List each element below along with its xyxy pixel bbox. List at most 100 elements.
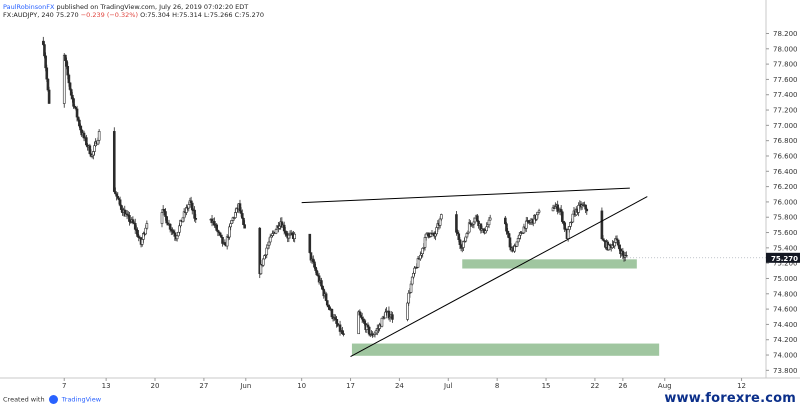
candle-body <box>315 270 319 276</box>
x-tick-label: 7 <box>62 382 66 390</box>
price-axis[interactable]: 78.200 78.000 77.800 77.600 77.400 77.200 77.0… <box>766 30 798 375</box>
candle-body <box>517 234 521 239</box>
y-tick-label: 77.000 <box>773 122 798 130</box>
candle-body <box>243 224 246 229</box>
candle-body <box>175 235 179 240</box>
candle-body <box>240 213 244 219</box>
y-tick-label: 75.600 <box>773 229 798 237</box>
candle-body <box>88 145 92 155</box>
candle-body <box>484 230 487 234</box>
candle-body <box>268 236 272 243</box>
candle-body <box>600 210 604 240</box>
support-trendline <box>350 196 648 358</box>
y-tick-label: 77.600 <box>773 76 798 84</box>
candle-body <box>67 74 71 84</box>
candle-body <box>140 239 144 245</box>
candle-body <box>563 222 566 230</box>
y-tick-label: 77.800 <box>773 61 798 69</box>
candle-body <box>92 151 95 156</box>
y-tick-label: 73.800 <box>773 367 798 375</box>
trendlines <box>301 187 648 358</box>
candle-body <box>559 209 563 213</box>
author-link[interactable]: PaulRobinsonFX <box>3 3 55 11</box>
candle-body <box>367 326 371 335</box>
y-tick-label: 75.200 <box>773 260 798 268</box>
x-tick-label: 26 <box>618 382 627 390</box>
y-tick-label: 74.200 <box>773 336 798 344</box>
candle-body <box>190 202 194 211</box>
candle-body <box>215 224 218 231</box>
candle-body <box>362 318 365 322</box>
candle-body <box>112 131 116 192</box>
candle-body <box>164 211 167 217</box>
x-tick-label: 15 <box>542 382 551 390</box>
tradingview-brand[interactable]: TradingView <box>61 395 102 404</box>
candle-body <box>41 40 45 45</box>
x-tick-label: Jun <box>239 382 251 390</box>
x-tick-label: 12 <box>737 382 746 390</box>
ohlc-values: O:75.304 H:75.314 L:75.266 C:75.270 <box>140 11 265 19</box>
candle-body <box>287 234 291 239</box>
candle-body <box>504 217 507 225</box>
candle-body <box>44 55 47 69</box>
candle-body <box>524 220 528 229</box>
candle-body <box>47 89 51 104</box>
candle-body <box>409 283 413 293</box>
candle-body <box>274 229 278 234</box>
candle-body <box>487 219 491 226</box>
y-tick-label: 75.000 <box>773 275 798 283</box>
candle-body <box>476 215 479 222</box>
candle-body <box>131 219 135 224</box>
x-tick-label: Jul <box>443 382 453 390</box>
candle-body <box>458 239 462 245</box>
candle-body <box>145 223 149 229</box>
candle-body <box>187 204 191 209</box>
candle-body <box>220 234 223 238</box>
support-zone-1 <box>462 259 637 269</box>
candle-body <box>189 200 193 204</box>
candle-body <box>181 217 185 222</box>
candle-body <box>46 78 50 91</box>
candle-body <box>507 233 511 239</box>
candle-body <box>416 258 420 268</box>
candle-body <box>391 314 394 320</box>
candle-body <box>311 258 315 263</box>
candle-body <box>342 333 345 335</box>
candle-body <box>472 221 476 225</box>
time-axis[interactable]: 7 13 20 27 Jun 10 17 24 Jul 8 15 22 26 Aug 12 <box>62 378 746 390</box>
price-change: −0.239 (−0.32%) <box>80 11 138 19</box>
candle-body <box>97 131 101 141</box>
candle-body <box>230 220 234 224</box>
candle-body <box>136 230 139 237</box>
candle-body <box>163 208 166 212</box>
candle-body <box>577 204 580 213</box>
candle-body <box>225 236 229 247</box>
candle-body <box>64 54 67 62</box>
candle-body <box>160 212 164 224</box>
y-tick-label: 77.200 <box>773 107 798 115</box>
candle-body <box>427 232 430 237</box>
candle-body <box>282 224 286 232</box>
candle-body <box>535 214 539 220</box>
y-tick-label: 78.200 <box>773 30 798 38</box>
last-price-badge: 75.270 <box>627 252 800 263</box>
candle-body <box>412 272 415 278</box>
candle-body <box>114 191 117 195</box>
candle-body <box>271 233 274 236</box>
candle-body <box>266 244 270 249</box>
candle-body <box>115 193 118 197</box>
created-with: Created with TradingView <box>3 395 101 404</box>
publish-info: published on TradingView.com, July 26, 2… <box>56 3 249 11</box>
candle-body <box>380 317 384 327</box>
candle-body <box>239 210 243 214</box>
symbol-label: FX:AUDJPY, 240 <box>3 11 54 19</box>
candle-body <box>314 266 317 271</box>
y-tick-label: 76.600 <box>773 152 798 160</box>
candle-body <box>165 216 168 224</box>
support-zone-2 <box>351 343 660 356</box>
candle-body <box>324 293 328 301</box>
candle-body <box>118 199 122 206</box>
candle-body <box>71 94 74 99</box>
candle-body <box>278 225 281 229</box>
